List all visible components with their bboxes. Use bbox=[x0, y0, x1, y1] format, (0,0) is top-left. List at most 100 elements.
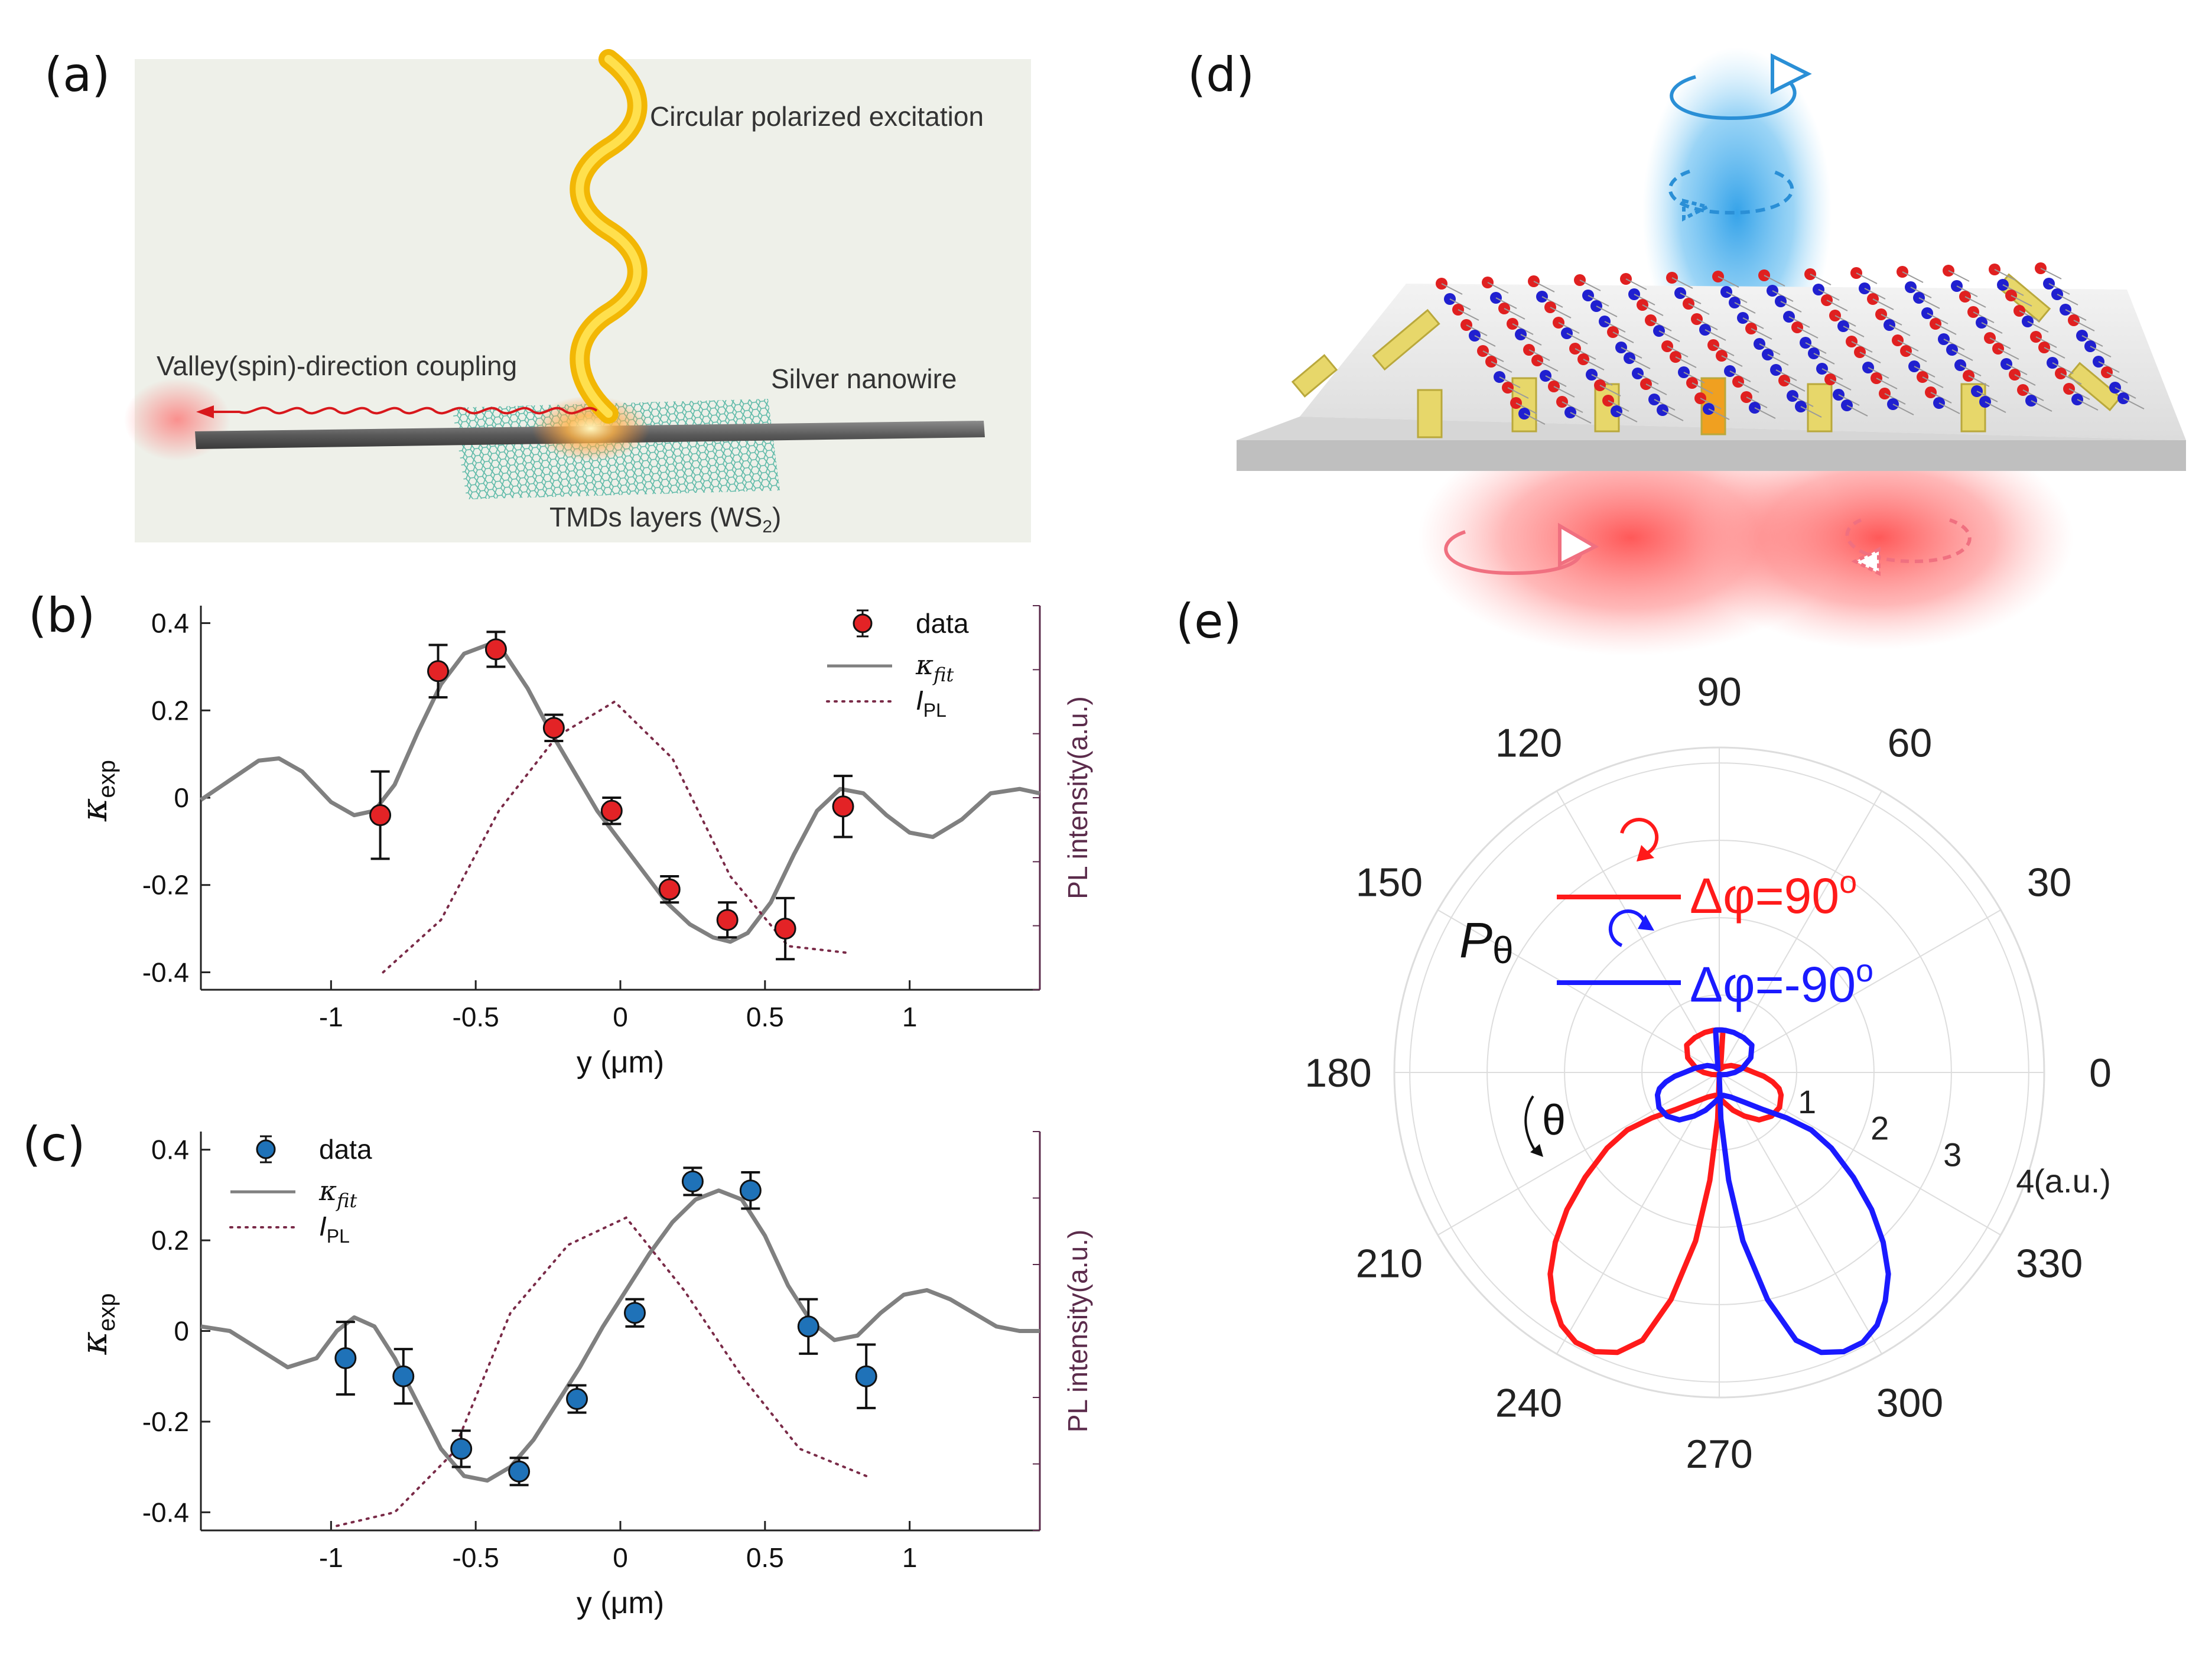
y-axis-label: κexp bbox=[74, 1293, 120, 1356]
polar-angle-label: 300 bbox=[1876, 1381, 1943, 1426]
x-tick-label: 0 bbox=[613, 1002, 628, 1032]
x-tick-label: 0.5 bbox=[746, 1542, 784, 1573]
data-point bbox=[450, 1438, 473, 1460]
y-tick-label: 0.4 bbox=[151, 1135, 189, 1165]
legend-label-fit-sub: fit bbox=[336, 1189, 357, 1212]
data-point bbox=[484, 638, 507, 661]
polar-curve bbox=[1654, 1027, 1891, 1356]
polar-angle-label: 270 bbox=[1686, 1432, 1752, 1477]
y-tick-label: 0.2 bbox=[151, 1225, 189, 1256]
legend-rotation-icon-blue bbox=[1608, 909, 1647, 947]
polar-angle-label: 240 bbox=[1495, 1381, 1562, 1426]
data-point bbox=[427, 660, 450, 682]
y-tick-label: -0.4 bbox=[142, 1497, 189, 1527]
panel-label-b: (b) bbox=[28, 588, 96, 643]
y-axis-label: κexp bbox=[74, 760, 120, 822]
y-tick-label: -0.4 bbox=[142, 957, 189, 987]
data-point bbox=[369, 804, 392, 827]
legend-label-data: data bbox=[319, 1134, 372, 1165]
fit-line bbox=[200, 642, 1040, 944]
chart-polar: 0 30 60 90 120 150 180 210 240 270 300 330 1 2 3 4(a.u.… bbox=[1305, 669, 2112, 1477]
polar-angle-label: 0 bbox=[2089, 1051, 2112, 1096]
panel-label-d: (d) bbox=[1188, 47, 1255, 102]
x-tick-label: -1 bbox=[319, 1002, 343, 1032]
panel-label-e: (e) bbox=[1176, 594, 1242, 649]
polar-spoke bbox=[1719, 791, 1882, 1073]
polar-radial-label: 3 bbox=[1943, 1136, 1961, 1173]
polar-angle-label: 60 bbox=[1888, 720, 1933, 765]
polar-spoke bbox=[1719, 909, 2001, 1073]
right-axis-label: PL intensity(a.u.) bbox=[1062, 696, 1093, 899]
x-tick-label: 0 bbox=[613, 1542, 628, 1573]
label-nanowire: Silver nanowire bbox=[771, 363, 957, 394]
polar-spoke bbox=[1437, 1072, 1720, 1236]
polar-radial-label: 2 bbox=[1871, 1110, 1889, 1147]
data-point bbox=[623, 1302, 646, 1324]
polar-radial-label: 1 bbox=[1798, 1083, 1816, 1120]
fit-line bbox=[200, 1188, 1040, 1483]
polar-spoke bbox=[1437, 909, 1720, 1073]
data-point bbox=[542, 717, 565, 739]
y-tick-label: -0.2 bbox=[142, 870, 189, 901]
data-point bbox=[334, 1347, 357, 1370]
y-axis-label-sub: exp bbox=[94, 760, 120, 798]
legend-marker bbox=[256, 1139, 276, 1159]
theta-arrowhead bbox=[1530, 1144, 1543, 1157]
legend-rotation-arrowhead-red bbox=[1637, 845, 1654, 862]
legend-label-pl-sub: PL bbox=[327, 1226, 350, 1247]
x-axis-label: y (μm) bbox=[577, 1045, 664, 1080]
pl-line bbox=[382, 700, 847, 974]
polar-angle-label: 120 bbox=[1495, 720, 1562, 765]
polar-radial-unit: (a.u.) bbox=[2034, 1162, 2111, 1200]
data-point bbox=[681, 1170, 704, 1192]
polar-angle-label: 150 bbox=[1356, 860, 1423, 905]
legend-label-blue-sup: o bbox=[1856, 953, 1873, 989]
legend-label-red: Δφ=90o bbox=[1690, 864, 1857, 924]
legend-label-pl-sub: PL bbox=[923, 700, 946, 721]
polar-angle-label: 180 bbox=[1305, 1051, 1371, 1096]
data-point bbox=[600, 799, 623, 822]
label-tmd: TMDs layers (WS2) bbox=[549, 502, 782, 537]
x-tick-label: -0.5 bbox=[453, 1542, 499, 1573]
legend-marker bbox=[853, 613, 873, 633]
panel-label-c: (c) bbox=[22, 1117, 86, 1172]
polar-curve bbox=[1547, 1027, 1784, 1356]
legend-label-data: data bbox=[916, 608, 969, 639]
legend-label-blue: Δφ=-90o bbox=[1690, 953, 1873, 1012]
polar-y-label: Pθ bbox=[1459, 912, 1514, 971]
polar-radial-label: 4 bbox=[2016, 1162, 2034, 1200]
y-axis-label-sub: exp bbox=[94, 1293, 120, 1332]
data-point bbox=[716, 909, 739, 931]
legend-rotation-icon-red bbox=[1620, 818, 1659, 856]
y-tick-label: 0.4 bbox=[151, 608, 189, 639]
y-tick-label: 0 bbox=[174, 782, 189, 813]
polar-y-label-sub: θ bbox=[1492, 929, 1514, 971]
legend-label-fit: κfit bbox=[318, 1175, 357, 1212]
y-tick-label: 0 bbox=[174, 1316, 189, 1347]
y-tick-label: -0.2 bbox=[142, 1406, 189, 1437]
polar-angle-label: 30 bbox=[2027, 860, 2072, 905]
right-axis-label: PL intensity(a.u.) bbox=[1062, 1230, 1093, 1432]
data-point bbox=[797, 1315, 819, 1338]
pl-line bbox=[336, 1216, 868, 1527]
legend-label-pl: IPL bbox=[916, 685, 946, 721]
data-point bbox=[739, 1179, 762, 1202]
data-point bbox=[658, 878, 681, 901]
theta-arrow bbox=[1524, 1095, 1537, 1153]
data-point bbox=[832, 795, 854, 818]
polar-spoke bbox=[1719, 1072, 2001, 1236]
data-point bbox=[392, 1365, 415, 1387]
x-tick-label: 0.5 bbox=[746, 1002, 784, 1032]
legend-rotation-arrowhead-blue bbox=[1638, 915, 1654, 931]
polar-angle-label: 90 bbox=[1697, 669, 1742, 714]
y-tick-label: 0.2 bbox=[151, 695, 189, 726]
theta-label: θ bbox=[1542, 1097, 1566, 1144]
polar-spoke bbox=[1556, 791, 1720, 1073]
chart-b: -0.4 -0.2 0 0.2 0.4 -1 -0.5 0 0.5 1 y (μm) κexp PL i… bbox=[74, 605, 1093, 1080]
panel-label-a: (a) bbox=[44, 47, 110, 102]
label-excitation: Circular polarized excitation bbox=[650, 101, 984, 132]
legend-label-fit: κfit bbox=[915, 649, 954, 686]
data-point bbox=[508, 1460, 531, 1483]
